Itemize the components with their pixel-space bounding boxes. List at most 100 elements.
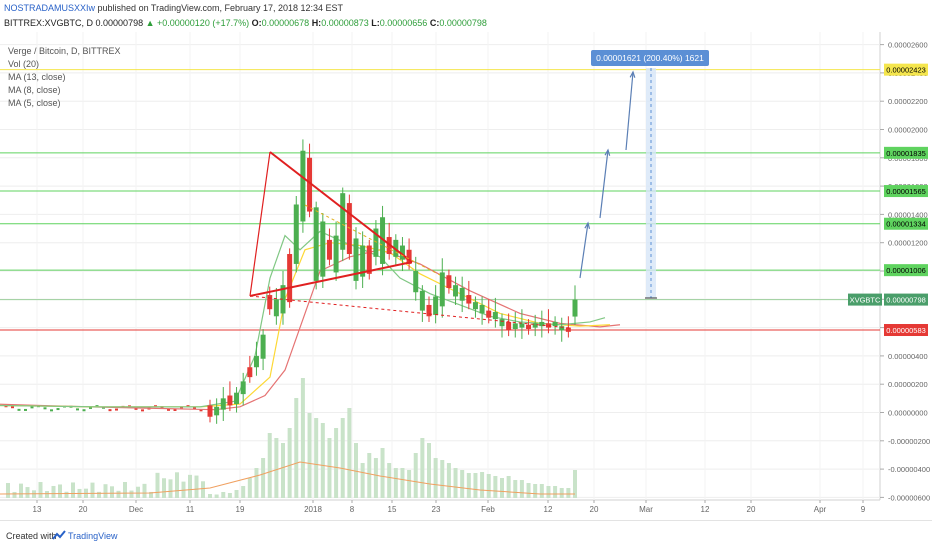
candle-body bbox=[353, 238, 359, 281]
volume-bar bbox=[420, 438, 425, 498]
volume-bar bbox=[12, 491, 17, 498]
projection-arrow-1-head bbox=[584, 221, 591, 229]
volume-bar bbox=[38, 482, 43, 498]
y-tick-label: 0.00002000 bbox=[888, 126, 928, 135]
candle bbox=[108, 409, 112, 412]
candle-body bbox=[565, 327, 571, 332]
candle bbox=[193, 407, 196, 410]
low-label: L: bbox=[371, 18, 380, 28]
volume-bar bbox=[247, 478, 252, 498]
x-tick-label: Dec bbox=[129, 505, 143, 514]
price-axis-label-box bbox=[884, 217, 928, 230]
candle-body bbox=[532, 323, 538, 328]
tradingview-brand[interactable]: TradingView bbox=[68, 531, 118, 541]
candle-body bbox=[506, 321, 512, 331]
price-axis-label-box bbox=[884, 185, 928, 198]
measure-label-text: 0.00001621 (200.40%) 1621 bbox=[596, 53, 704, 63]
price-axis-label-box bbox=[884, 146, 928, 159]
candle bbox=[43, 407, 47, 410]
volume-bar bbox=[58, 484, 62, 498]
y-tick-label: 0.00001400 bbox=[888, 210, 928, 219]
volume-bar bbox=[360, 463, 365, 498]
volume-bar bbox=[354, 443, 358, 498]
triangle-upper-line bbox=[269, 151, 413, 263]
volume-bar bbox=[45, 491, 49, 498]
volume-bar bbox=[493, 476, 498, 498]
volume-bar bbox=[427, 443, 431, 498]
candle-body bbox=[539, 321, 545, 327]
volume-bar bbox=[155, 472, 160, 498]
volume-bar bbox=[486, 474, 491, 498]
volume-bar bbox=[110, 486, 114, 498]
candle-body bbox=[220, 398, 226, 410]
volume-bar bbox=[307, 413, 312, 498]
candle-body bbox=[499, 319, 505, 327]
candle-body bbox=[519, 323, 525, 328]
volume-bar bbox=[413, 453, 418, 498]
volume-bar bbox=[320, 423, 325, 498]
candle-body bbox=[486, 310, 492, 318]
candle bbox=[17, 408, 21, 411]
volume-bar bbox=[208, 494, 212, 498]
candle-body bbox=[300, 150, 306, 222]
volume-bar bbox=[6, 483, 10, 498]
x-tick-label: 9 bbox=[861, 505, 866, 514]
volume-bar bbox=[327, 438, 332, 498]
volume-bar bbox=[214, 494, 219, 498]
candle-body bbox=[406, 249, 412, 264]
volume-bar bbox=[221, 492, 226, 498]
price-axis-label: 0.00000798 bbox=[886, 296, 926, 305]
triangle-base-line bbox=[249, 151, 271, 297]
volume-bar bbox=[194, 475, 199, 498]
candle bbox=[141, 409, 144, 412]
volume-bar bbox=[25, 487, 30, 498]
change-value: ▲ +0.00000120 (+17.7%) bbox=[145, 18, 250, 28]
volume-bar bbox=[473, 473, 478, 498]
candle-body bbox=[380, 217, 386, 264]
candle-body bbox=[333, 235, 339, 273]
volume-bar bbox=[294, 398, 299, 498]
volume-bar bbox=[453, 468, 458, 498]
candle-body bbox=[492, 312, 498, 320]
volume-bar bbox=[393, 468, 398, 498]
volume-bar bbox=[387, 463, 392, 498]
legend-ma13: MA (13, close) bbox=[8, 72, 66, 82]
x-tick-label: 13 bbox=[33, 505, 42, 514]
y-tick-label: -0.00000600 bbox=[888, 493, 930, 502]
candle-body bbox=[453, 285, 459, 297]
legend-ma8: MA (8, close) bbox=[8, 85, 61, 95]
candle-body bbox=[512, 323, 518, 330]
volume-bar bbox=[142, 483, 147, 498]
volume-bar bbox=[340, 418, 345, 498]
volume-ma-line bbox=[0, 461, 575, 495]
candle bbox=[95, 405, 99, 408]
candle-body bbox=[433, 296, 439, 315]
candle-body bbox=[459, 287, 465, 301]
tradingview-logo-icon bbox=[52, 530, 66, 540]
y-tick-label: 0.00002200 bbox=[888, 97, 928, 106]
price-chart[interactable]: 0.000026000.000024000.000022000.00002000… bbox=[0, 32, 932, 520]
volume-bar bbox=[71, 482, 75, 498]
volume-bar bbox=[407, 470, 412, 498]
volume-bar bbox=[500, 478, 504, 498]
publisher-name[interactable]: NOSTRADAMUSXXIw bbox=[4, 3, 96, 13]
candle-body bbox=[340, 193, 346, 250]
y-tick-label: 0.00000400 bbox=[888, 352, 928, 361]
volume-bar bbox=[287, 428, 292, 498]
candle-body bbox=[439, 272, 445, 307]
created-with-text: Created with bbox=[6, 531, 57, 541]
volume-bar bbox=[241, 486, 246, 498]
high-value: 0.00000873 bbox=[321, 18, 369, 28]
volume-bar bbox=[513, 480, 518, 498]
volume-bar bbox=[227, 493, 232, 498]
candle bbox=[89, 406, 92, 409]
volume-bar bbox=[533, 484, 538, 498]
candle bbox=[50, 409, 53, 412]
candle bbox=[82, 409, 86, 412]
candle-body bbox=[472, 302, 478, 310]
volume-bar bbox=[446, 463, 451, 498]
volume-bar bbox=[460, 470, 465, 498]
y-tick-label: -0.00000400 bbox=[888, 465, 930, 474]
ma13-line bbox=[0, 249, 621, 411]
volume-bar bbox=[367, 453, 372, 498]
